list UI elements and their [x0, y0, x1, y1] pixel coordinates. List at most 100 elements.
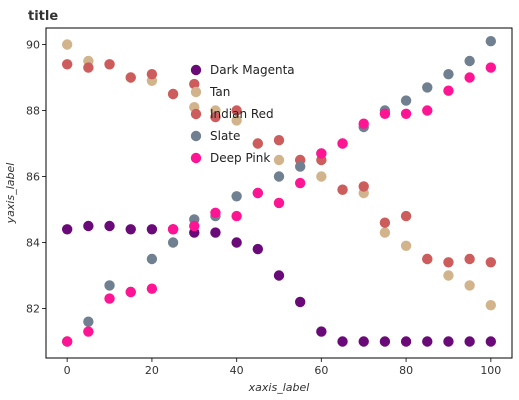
- point-tan: [379, 227, 391, 238]
- point-tan: [231, 115, 242, 126]
- point-deep-pink: [61, 336, 73, 347]
- y-tick-label: 84: [26, 237, 40, 250]
- point-dark-magenta: [61, 224, 73, 235]
- point-slate: [146, 253, 158, 265]
- legend-marker-dark-magenta: [190, 64, 202, 76]
- point-indian-red: [104, 59, 115, 70]
- y-tick-label: 82: [26, 303, 40, 316]
- point-indian-red: [379, 217, 391, 228]
- x-tick-label: 0: [64, 364, 71, 377]
- point-indian-red: [464, 253, 475, 265]
- point-slate: [464, 55, 475, 67]
- legend-marker-deep-pink: [190, 152, 202, 164]
- point-dark-magenta: [316, 326, 327, 337]
- point-dark-magenta: [485, 336, 497, 347]
- point-tan: [464, 280, 475, 291]
- point-slate: [400, 95, 412, 106]
- legend-label-dark-magenta: Dark Magenta: [210, 63, 295, 77]
- y-tick-label: 86: [26, 171, 40, 184]
- point-indian-red: [337, 184, 348, 195]
- plot-area: [45, 27, 513, 359]
- point-dark-magenta: [210, 227, 221, 238]
- legend-label-slate: Slate: [210, 129, 240, 143]
- x-tick-label: 100: [480, 364, 501, 377]
- point-deep-pink: [316, 148, 327, 159]
- point-deep-pink: [379, 108, 391, 120]
- point-tan: [273, 154, 285, 166]
- point-tan: [61, 39, 73, 50]
- point-deep-pink: [358, 118, 369, 129]
- point-indian-red: [167, 88, 179, 100]
- y-tick-label: 88: [26, 105, 40, 118]
- point-dark-magenta: [125, 224, 136, 235]
- point-indian-red: [485, 257, 497, 268]
- point-deep-pink: [273, 197, 285, 209]
- point-slate: [443, 69, 454, 80]
- point-dark-magenta: [273, 270, 285, 281]
- point-tan: [485, 300, 497, 311]
- point-indian-red: [146, 69, 158, 80]
- point-indian-red: [358, 181, 369, 192]
- point-indian-red: [422, 253, 433, 265]
- point-indian-red: [189, 78, 200, 90]
- point-slate: [231, 191, 242, 202]
- point-slate: [422, 82, 433, 93]
- point-slate: [83, 316, 94, 327]
- point-dark-magenta: [146, 224, 158, 235]
- point-indian-red: [83, 62, 94, 73]
- point-dark-magenta: [231, 237, 242, 248]
- point-slate: [104, 280, 115, 291]
- y-tick-label: 90: [26, 39, 40, 52]
- point-slate: [167, 237, 179, 248]
- point-deep-pink: [210, 207, 221, 218]
- point-indian-red: [231, 105, 242, 116]
- x-axis-title: xaxis_label: [248, 381, 310, 394]
- point-deep-pink: [485, 62, 497, 73]
- legend: Dark Magenta Tan Indian Red Slate Deep Pink: [190, 63, 295, 165]
- point-dark-magenta: [252, 243, 264, 255]
- point-slate: [294, 161, 306, 172]
- point-dark-magenta: [379, 336, 391, 347]
- point-indian-red: [400, 210, 412, 222]
- legend-label-tan: Tan: [209, 85, 230, 99]
- y-axis-title: yaxis_label: [4, 163, 17, 225]
- point-indian-red: [252, 138, 264, 149]
- point-deep-pink: [252, 187, 264, 199]
- x-tick-label: 80: [399, 364, 413, 377]
- point-deep-pink: [189, 220, 200, 232]
- point-deep-pink: [231, 210, 242, 222]
- point-slate: [485, 36, 497, 47]
- point-indian-red: [273, 135, 285, 146]
- legend-marker-slate: [190, 130, 202, 142]
- point-indian-red: [210, 111, 221, 123]
- point-dark-magenta: [358, 336, 369, 347]
- point-deep-pink: [104, 293, 115, 304]
- data-points: [61, 36, 497, 347]
- point-tan: [400, 240, 412, 251]
- point-deep-pink: [294, 177, 306, 189]
- x-tick-label: 20: [145, 364, 159, 377]
- point-deep-pink: [167, 224, 179, 235]
- point-dark-magenta: [337, 336, 348, 347]
- point-deep-pink: [400, 108, 412, 120]
- x-tick-label: 40: [230, 364, 244, 377]
- point-dark-magenta: [464, 336, 475, 347]
- legend-marker-indian-red: [190, 108, 202, 120]
- x-tick-label: 60: [314, 364, 328, 377]
- point-dark-magenta: [400, 336, 412, 347]
- point-deep-pink: [146, 283, 158, 294]
- point-deep-pink: [443, 85, 454, 96]
- point-indian-red: [125, 72, 136, 83]
- point-dark-magenta: [294, 296, 306, 308]
- point-deep-pink: [464, 72, 475, 83]
- point-deep-pink: [83, 326, 94, 337]
- legend-marker-tan: [190, 86, 202, 98]
- point-tan: [316, 171, 327, 182]
- legend-label-indian-red: Indian Red: [210, 107, 274, 121]
- point-indian-red: [61, 59, 73, 70]
- point-dark-magenta: [443, 336, 454, 347]
- point-slate: [273, 171, 285, 182]
- axis-ticks: 0 20 40 60 80 100 82 84 86 88 90: [26, 39, 501, 378]
- point-tan: [443, 270, 454, 281]
